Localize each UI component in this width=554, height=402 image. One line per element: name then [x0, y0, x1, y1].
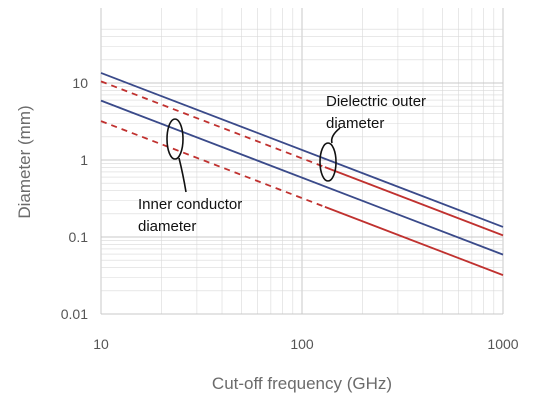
dielectric-annotation-line2: diameter — [326, 115, 384, 132]
grid — [100, 8, 504, 315]
dielectric-annotation-line1: Dielectric outer — [326, 93, 426, 110]
y-tick-label: 0.01 — [61, 306, 88, 322]
inner-ellipse-marker — [166, 118, 184, 160]
y-axis-label: Diameter (mm) — [15, 105, 34, 218]
dielectric-leader-line — [330, 127, 341, 144]
inner-annotation-line2: diameter — [138, 218, 196, 235]
series-line-4-solid — [324, 206, 504, 276]
inner-annotation-line1: Inner conductor — [138, 196, 242, 213]
x-tick-label: 1000 — [487, 336, 518, 352]
inner-leader-line — [178, 157, 187, 193]
x-axis-label: Cut-off frequency (GHz) — [212, 374, 392, 393]
series-line-4-dashed — [100, 120, 326, 208]
y-tick-label: 1 — [80, 152, 88, 168]
y-tick-label: 0.1 — [69, 229, 89, 245]
series-line-1 — [100, 72, 504, 228]
series-line-2-dashed — [100, 80, 326, 168]
x-tick-label: 10 — [93, 336, 109, 352]
y-tick-label: 10 — [72, 75, 88, 91]
dielectric-ellipse-marker — [319, 142, 337, 182]
series-line-2-solid — [324, 166, 504, 237]
x-tick-label: 100 — [290, 336, 314, 352]
tick-labels: 10 100 1000 0.01 0.1 1 10 — [61, 75, 519, 352]
